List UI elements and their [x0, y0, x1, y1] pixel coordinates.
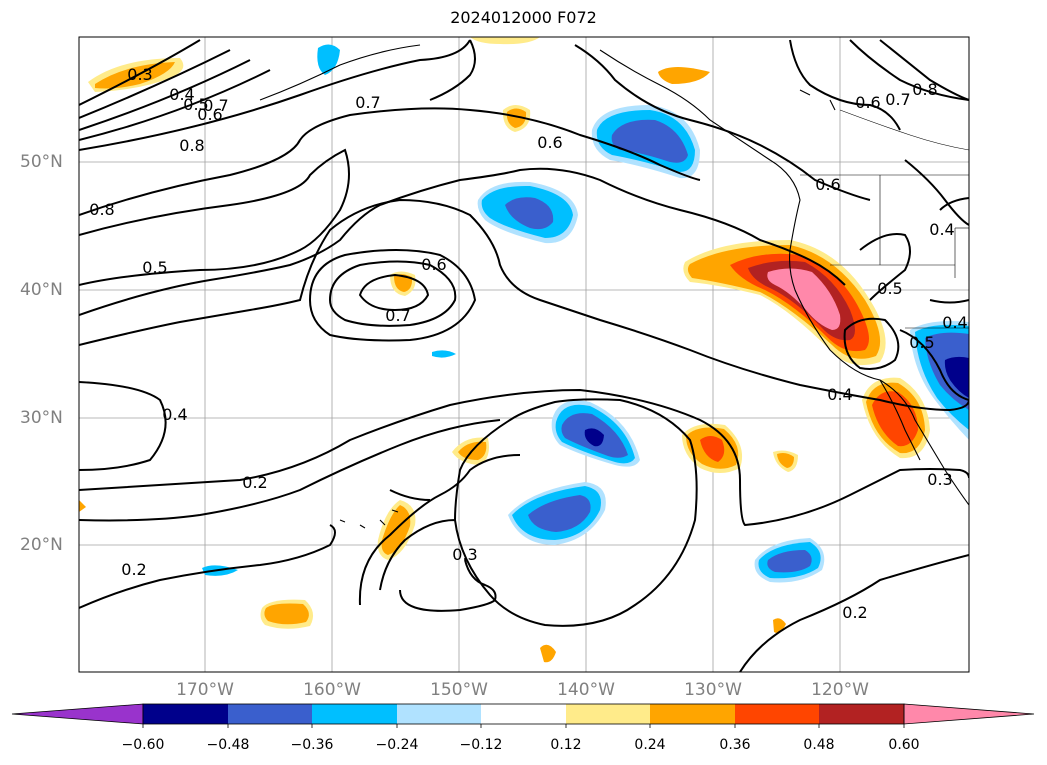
lon-label-150w: 150°W: [430, 680, 488, 700]
map-frame: [78, 36, 970, 673]
anomaly-positive: [79, 500, 86, 512]
anomaly-negative: [584, 428, 604, 447]
anomaly-negative: [944, 356, 969, 398]
colorbar-tick-label: 0.60: [888, 737, 920, 753]
colorbar-bin: [566, 704, 650, 724]
contour-label: 0.7: [355, 93, 380, 112]
colorbar-tick-label: 0.48: [803, 737, 835, 753]
anomaly-positive: [470, 37, 540, 45]
anomaly-negative: [611, 119, 688, 163]
lat-label-40n: 40°N: [20, 280, 63, 300]
lon-label-120w: 120°W: [811, 680, 869, 700]
contour-label: 0.6: [855, 93, 880, 112]
contour-label: 0.3: [452, 545, 477, 564]
contour-label: 0.7: [385, 306, 410, 325]
contour-label: 0.8: [89, 200, 114, 219]
anomaly-positive: [700, 436, 725, 462]
contour-label: 0.2: [242, 473, 267, 492]
contour-label: 0.2: [842, 603, 867, 622]
anomaly-fills: [79, 37, 969, 663]
colorbar-tick-label: 0.24: [634, 737, 666, 753]
colorbar: [11, 703, 1035, 728]
colorbar-bin: [228, 704, 312, 724]
anomaly-positive: [540, 644, 556, 663]
anomaly-positive: [506, 108, 527, 128]
anomaly-positive: [95, 62, 175, 89]
colorbar-bin: [312, 704, 397, 724]
contour-label: 0.8: [179, 136, 204, 155]
anomaly-positive: [264, 603, 309, 625]
anomaly-positive: [658, 67, 710, 84]
lon-label-140w: 140°W: [557, 680, 615, 700]
contour-label: 0.5: [909, 333, 934, 352]
lon-label-160w: 160°W: [303, 680, 361, 700]
lon-label-170w: 170°W: [176, 680, 234, 700]
contour-label: 0.6: [197, 105, 222, 124]
contour-label: 0.4: [169, 85, 194, 104]
lat-label-50n: 50°N: [20, 152, 63, 172]
contour-label: 0.6: [815, 175, 840, 194]
colorbar-tick-label: −0.36: [290, 737, 334, 753]
contour-label: 0.6: [537, 133, 562, 152]
lat-label-20n: 20°N: [20, 535, 63, 555]
contour-label: 0.3: [127, 65, 152, 84]
colorbar-bin: [650, 704, 735, 724]
contour-label: 0.4: [162, 405, 187, 424]
colorbar-tick-label: 0.36: [719, 737, 751, 753]
anomaly-positive: [767, 268, 841, 330]
lat-label-30n: 30°N: [20, 408, 63, 428]
anomaly-negative: [767, 550, 812, 573]
contours: [79, 39, 969, 672]
contour-label: 0.2: [121, 560, 146, 579]
colorbar-tick-label: −0.12: [459, 737, 503, 753]
map-title: 2024012000 F072: [450, 8, 597, 27]
colorbar-bin: [735, 704, 819, 724]
contour-labels: 0.3 0.4 0.5 0.6 0.7 0.8 0.7 0.6 0.8 0.5 …: [89, 65, 967, 622]
contour-label: 0.5: [877, 279, 902, 298]
colorbar-extend-low: [11, 703, 144, 725]
contour-label: 0.7: [203, 96, 228, 115]
colorbar-tick-label: −0.24: [375, 737, 419, 753]
borders: [800, 109, 969, 329]
colorbar-tick-label: −0.48: [206, 737, 250, 753]
colorbar-bin: [481, 704, 566, 724]
contour-label: 0.7: [885, 90, 910, 109]
gridlines: [79, 37, 969, 672]
colorbar-bin: [397, 704, 481, 724]
contour-label: 0.5: [183, 95, 208, 114]
contour-label: 0.4: [929, 220, 954, 239]
colorbar-bin: [143, 704, 228, 724]
anomaly-negative: [528, 495, 591, 532]
colorbar-tick-label: −0.60: [121, 737, 165, 753]
anomaly-negative: [505, 197, 554, 230]
anomaly-positive: [777, 453, 794, 468]
anomaly-negative: [432, 350, 456, 358]
colorbar-bin: [819, 704, 904, 724]
contour-label: 0.4: [827, 385, 852, 404]
contour-label: 0.5: [142, 258, 167, 277]
contour-label: 0.4: [942, 313, 967, 332]
colorbar-tick-label: 0.12: [550, 737, 582, 753]
lon-label-130w: 130°W: [684, 680, 742, 700]
contour-label: 0.6: [421, 255, 446, 274]
anomaly-positive: [394, 274, 413, 292]
colorbar-extend-high: [903, 703, 1035, 725]
contour-label: 0.3: [927, 470, 952, 489]
contour-label: 0.8: [912, 80, 937, 99]
